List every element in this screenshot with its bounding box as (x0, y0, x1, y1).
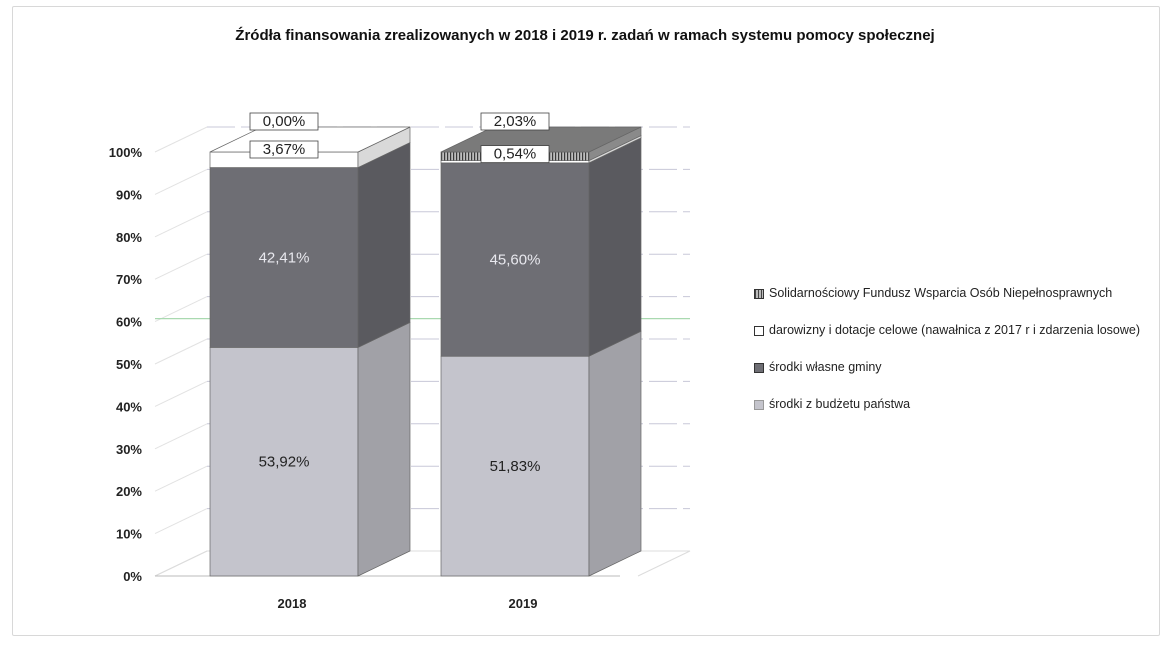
bar-2018-series-1 (209, 167, 359, 348)
legend-item-fundusz: Solidarnościowy Fundusz Wsparcia Osób Ni… (754, 286, 1154, 301)
data-label-2019-series-0: 51,83% (490, 458, 541, 475)
data-label-box-2019-series-2 (480, 145, 550, 164)
legend-item-budzet: środki z budżetu państwa (754, 397, 1154, 412)
y-tick-label: 10% (116, 527, 142, 542)
gridline-side (154, 168, 208, 195)
y-tick-label: 70% (116, 272, 142, 287)
y-tick-label: 60% (116, 315, 142, 330)
legend-item-darowizny: darowizny i dotacje celowe (nawałnica z … (754, 323, 1154, 338)
legend-label-fundusz: Solidarnościowy Fundusz Wsparcia Osób Ni… (769, 286, 1113, 300)
gridline-side (154, 465, 208, 492)
bar-2019-series-1 (440, 162, 590, 357)
y-tick-label: 40% (116, 399, 142, 414)
data-label-2018-series-0: 53,92% (259, 454, 310, 471)
data-label-2018-series-3: 0,00% (263, 113, 306, 130)
data-label-2019-series-3: 2,03% (494, 113, 537, 130)
bar-side-2019-series-0 (588, 330, 642, 577)
bar-side-2019-series-1 (588, 137, 642, 357)
legend-item-srodki-wlasne: środki własne gminy (754, 360, 1154, 375)
legend-swatch-srodki-wlasne (754, 363, 764, 373)
y-tick-label: 50% (116, 357, 142, 372)
legend-label-budzet: środki z budżetu państwa (769, 397, 911, 411)
gridline-side (154, 338, 208, 365)
y-tick-label: 20% (116, 484, 142, 499)
chart-title: Źródła finansowania zrealizowanych w 201… (235, 27, 935, 44)
bar-side-2018-series-1 (357, 142, 411, 348)
x-tick-label-2018: 2018 (278, 596, 307, 611)
chart-frame (12, 6, 1160, 636)
data-label-2019-series-2: 0,54% (494, 146, 537, 163)
legend-label-srodki-wlasne: środki własne gminy (769, 360, 882, 374)
y-tick-label: 90% (116, 187, 142, 202)
bar-2018-series-0 (209, 347, 359, 577)
data-label-2018-series-1: 42,41% (259, 249, 310, 266)
data-label-2018-series-2: 3,67% (263, 141, 306, 158)
gridline-side (154, 211, 208, 238)
gridline-side (154, 380, 208, 407)
legend-label-darowizny: darowizny i dotacje celowe (nawałnica z … (769, 323, 1141, 337)
legend-swatch-darowizny (754, 326, 764, 336)
data-label-2019-series-1: 45,60% (490, 252, 541, 269)
gridline-side (154, 126, 208, 153)
legend-swatch-budzet (754, 400, 764, 410)
y-tick-label: 80% (116, 230, 142, 245)
gridline-side (154, 253, 208, 280)
gridline-side (154, 423, 208, 450)
bar-side-2018-series-0 (357, 321, 411, 577)
gridline-side (154, 508, 208, 535)
data-label-box-2019-series-3 (480, 112, 550, 131)
y-tick-label: 100% (109, 145, 143, 160)
gridline-side (154, 296, 208, 323)
data-label-box-2018-series-3 (249, 112, 319, 131)
legend-swatch-fundusz (754, 289, 764, 299)
y-tick-label: 30% (116, 442, 142, 457)
x-tick-label-2019: 2019 (509, 596, 538, 611)
y-tick-label: 0% (123, 569, 142, 584)
chart-legend: Solidarnościowy Fundusz Wsparcia Osób Ni… (754, 286, 1154, 434)
data-label-box-2018-series-2 (249, 140, 319, 159)
